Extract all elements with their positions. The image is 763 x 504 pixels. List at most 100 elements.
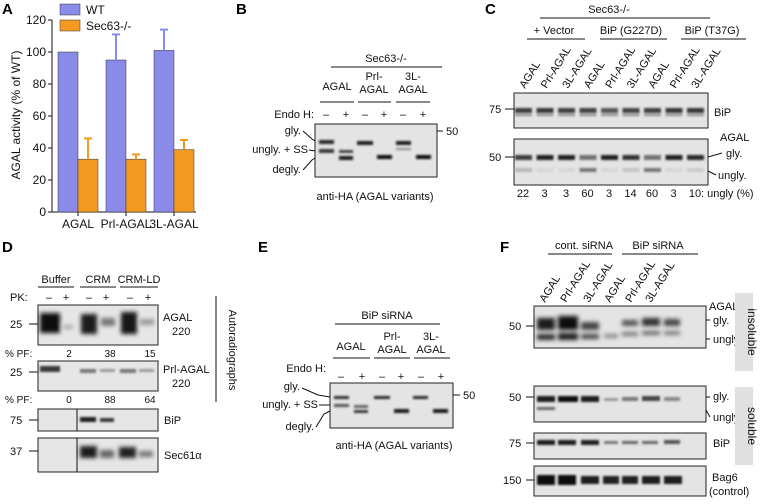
- lane-label: AGAL: [377, 344, 406, 356]
- panel-label-e: E: [258, 239, 268, 256]
- bar: [77, 158, 99, 213]
- band: [515, 114, 532, 116]
- autoradiograph-prl-agal: [37, 360, 159, 392]
- group-label: BiP siRNA: [361, 310, 413, 322]
- group-label: Sec63-/-: [365, 53, 407, 65]
- row-label: Sec61α: [164, 450, 202, 462]
- y-tick-label: 60: [33, 109, 47, 123]
- insoluble-tag: [735, 293, 753, 371]
- pf-value: 38: [104, 349, 116, 360]
- blot-agal: [513, 138, 709, 186]
- mw-marker: 50: [446, 126, 458, 138]
- ungly-value: 3: [670, 188, 676, 200]
- sign: –: [400, 109, 407, 121]
- blot-label-bag6: Bag6: [712, 472, 738, 484]
- mw-marker: 50: [489, 152, 501, 164]
- panel-d: Buffer CRM CRM-LD PK: – + – + – + 25 AGAL 220…: [5, 274, 238, 473]
- bar-chart: AGAL activity (% of WT) 020406080100120 …: [9, 3, 199, 231]
- mw-marker: 75: [489, 104, 501, 116]
- lane-label: AGAL: [517, 59, 543, 90]
- blot-bands: [537, 316, 680, 340]
- endo-h-label: Endo H:: [286, 363, 326, 375]
- panel-e: BiP siRNA AGAL Prl- AGAL 3L- AGAL Endo H…: [262, 310, 475, 452]
- bar: [57, 51, 79, 213]
- band: [579, 114, 597, 116]
- blot-label-bip: BiP: [713, 438, 730, 450]
- ungly-label: : ungly (%): [701, 188, 754, 200]
- band: [601, 168, 618, 172]
- sign: +: [63, 292, 69, 304]
- pf-value: 15: [144, 349, 156, 360]
- ungly-value: 10: [689, 188, 701, 200]
- x-tick-label: Prl-AGAL: [101, 217, 152, 231]
- band: [536, 155, 554, 160]
- band: [665, 114, 683, 116]
- mw-marker: 50: [463, 390, 475, 402]
- blot-bands: [40, 366, 154, 373]
- lane-label: Prl-: [383, 331, 400, 343]
- band: [579, 168, 597, 172]
- y-axis-label: AGAL activity (% of WT): [9, 51, 23, 180]
- condition-label: BiP (T37G): [685, 25, 740, 37]
- panel-label-a: A: [2, 1, 13, 18]
- sign: +: [145, 292, 151, 304]
- band: [536, 108, 554, 113]
- blot-bip: [533, 432, 707, 460]
- ungly-value: 14: [624, 188, 636, 200]
- sign: +: [398, 371, 404, 383]
- sign: +: [438, 371, 444, 383]
- x-tick-label: AGAL: [62, 217, 94, 231]
- lane-label: AGAL: [416, 344, 445, 356]
- band: [665, 108, 683, 113]
- group-label: CRM-LD: [118, 274, 161, 286]
- band: [515, 108, 532, 113]
- group-label: BiP siRNA: [632, 240, 684, 252]
- sign: +: [103, 292, 109, 304]
- bar: [105, 59, 127, 213]
- panel-label-d: D: [2, 239, 13, 256]
- band: [687, 114, 704, 116]
- mw-marker: 25: [10, 319, 22, 331]
- band: [536, 114, 554, 116]
- mw-marker: 50: [509, 392, 521, 404]
- endo-h-label: Endo H:: [274, 109, 314, 121]
- band-label-gly: gly.: [284, 381, 300, 393]
- sign: +: [359, 371, 365, 383]
- row-label: BiP: [164, 415, 181, 427]
- mw-marker: 50: [509, 321, 521, 333]
- band: [558, 155, 575, 160]
- legend-label: WT: [86, 3, 105, 17]
- sign: –: [323, 109, 330, 121]
- mw-marker: 150: [503, 475, 521, 487]
- panel-label-b: B: [236, 1, 247, 18]
- band: [601, 155, 618, 160]
- pf-value: 88: [104, 395, 116, 406]
- lane-label: 3L-: [423, 331, 439, 343]
- blot-bands: [537, 440, 680, 445]
- y-tick-label: 20: [33, 173, 47, 187]
- y-tick-label: 0: [39, 205, 46, 219]
- band: [644, 108, 661, 113]
- band-label-degly: degly.: [272, 164, 301, 176]
- soluble-tag: [735, 387, 753, 465]
- band: [579, 108, 597, 113]
- autoradiographs-label: Autoradiographs: [226, 310, 238, 391]
- condition-label: BiP (G227D): [600, 25, 662, 37]
- blot-bands: [537, 475, 682, 485]
- blot-label-agal: AGAL: [709, 301, 738, 313]
- group-label: CRM: [85, 274, 110, 286]
- band: [644, 114, 661, 116]
- band-label-gly: gly.: [285, 125, 301, 137]
- band: [644, 155, 661, 160]
- panel-label-c: C: [485, 1, 496, 18]
- band: [622, 155, 640, 160]
- blot-bip: [37, 408, 159, 432]
- band-label-gly: gly.: [713, 315, 729, 327]
- y-tick-label: 100: [26, 45, 46, 59]
- band: [687, 108, 704, 113]
- legend-swatch: [59, 3, 81, 16]
- mw-marker: 25: [10, 367, 22, 379]
- band: [558, 168, 575, 172]
- blot-bands: [80, 417, 114, 422]
- ungly-value: 60: [646, 188, 658, 200]
